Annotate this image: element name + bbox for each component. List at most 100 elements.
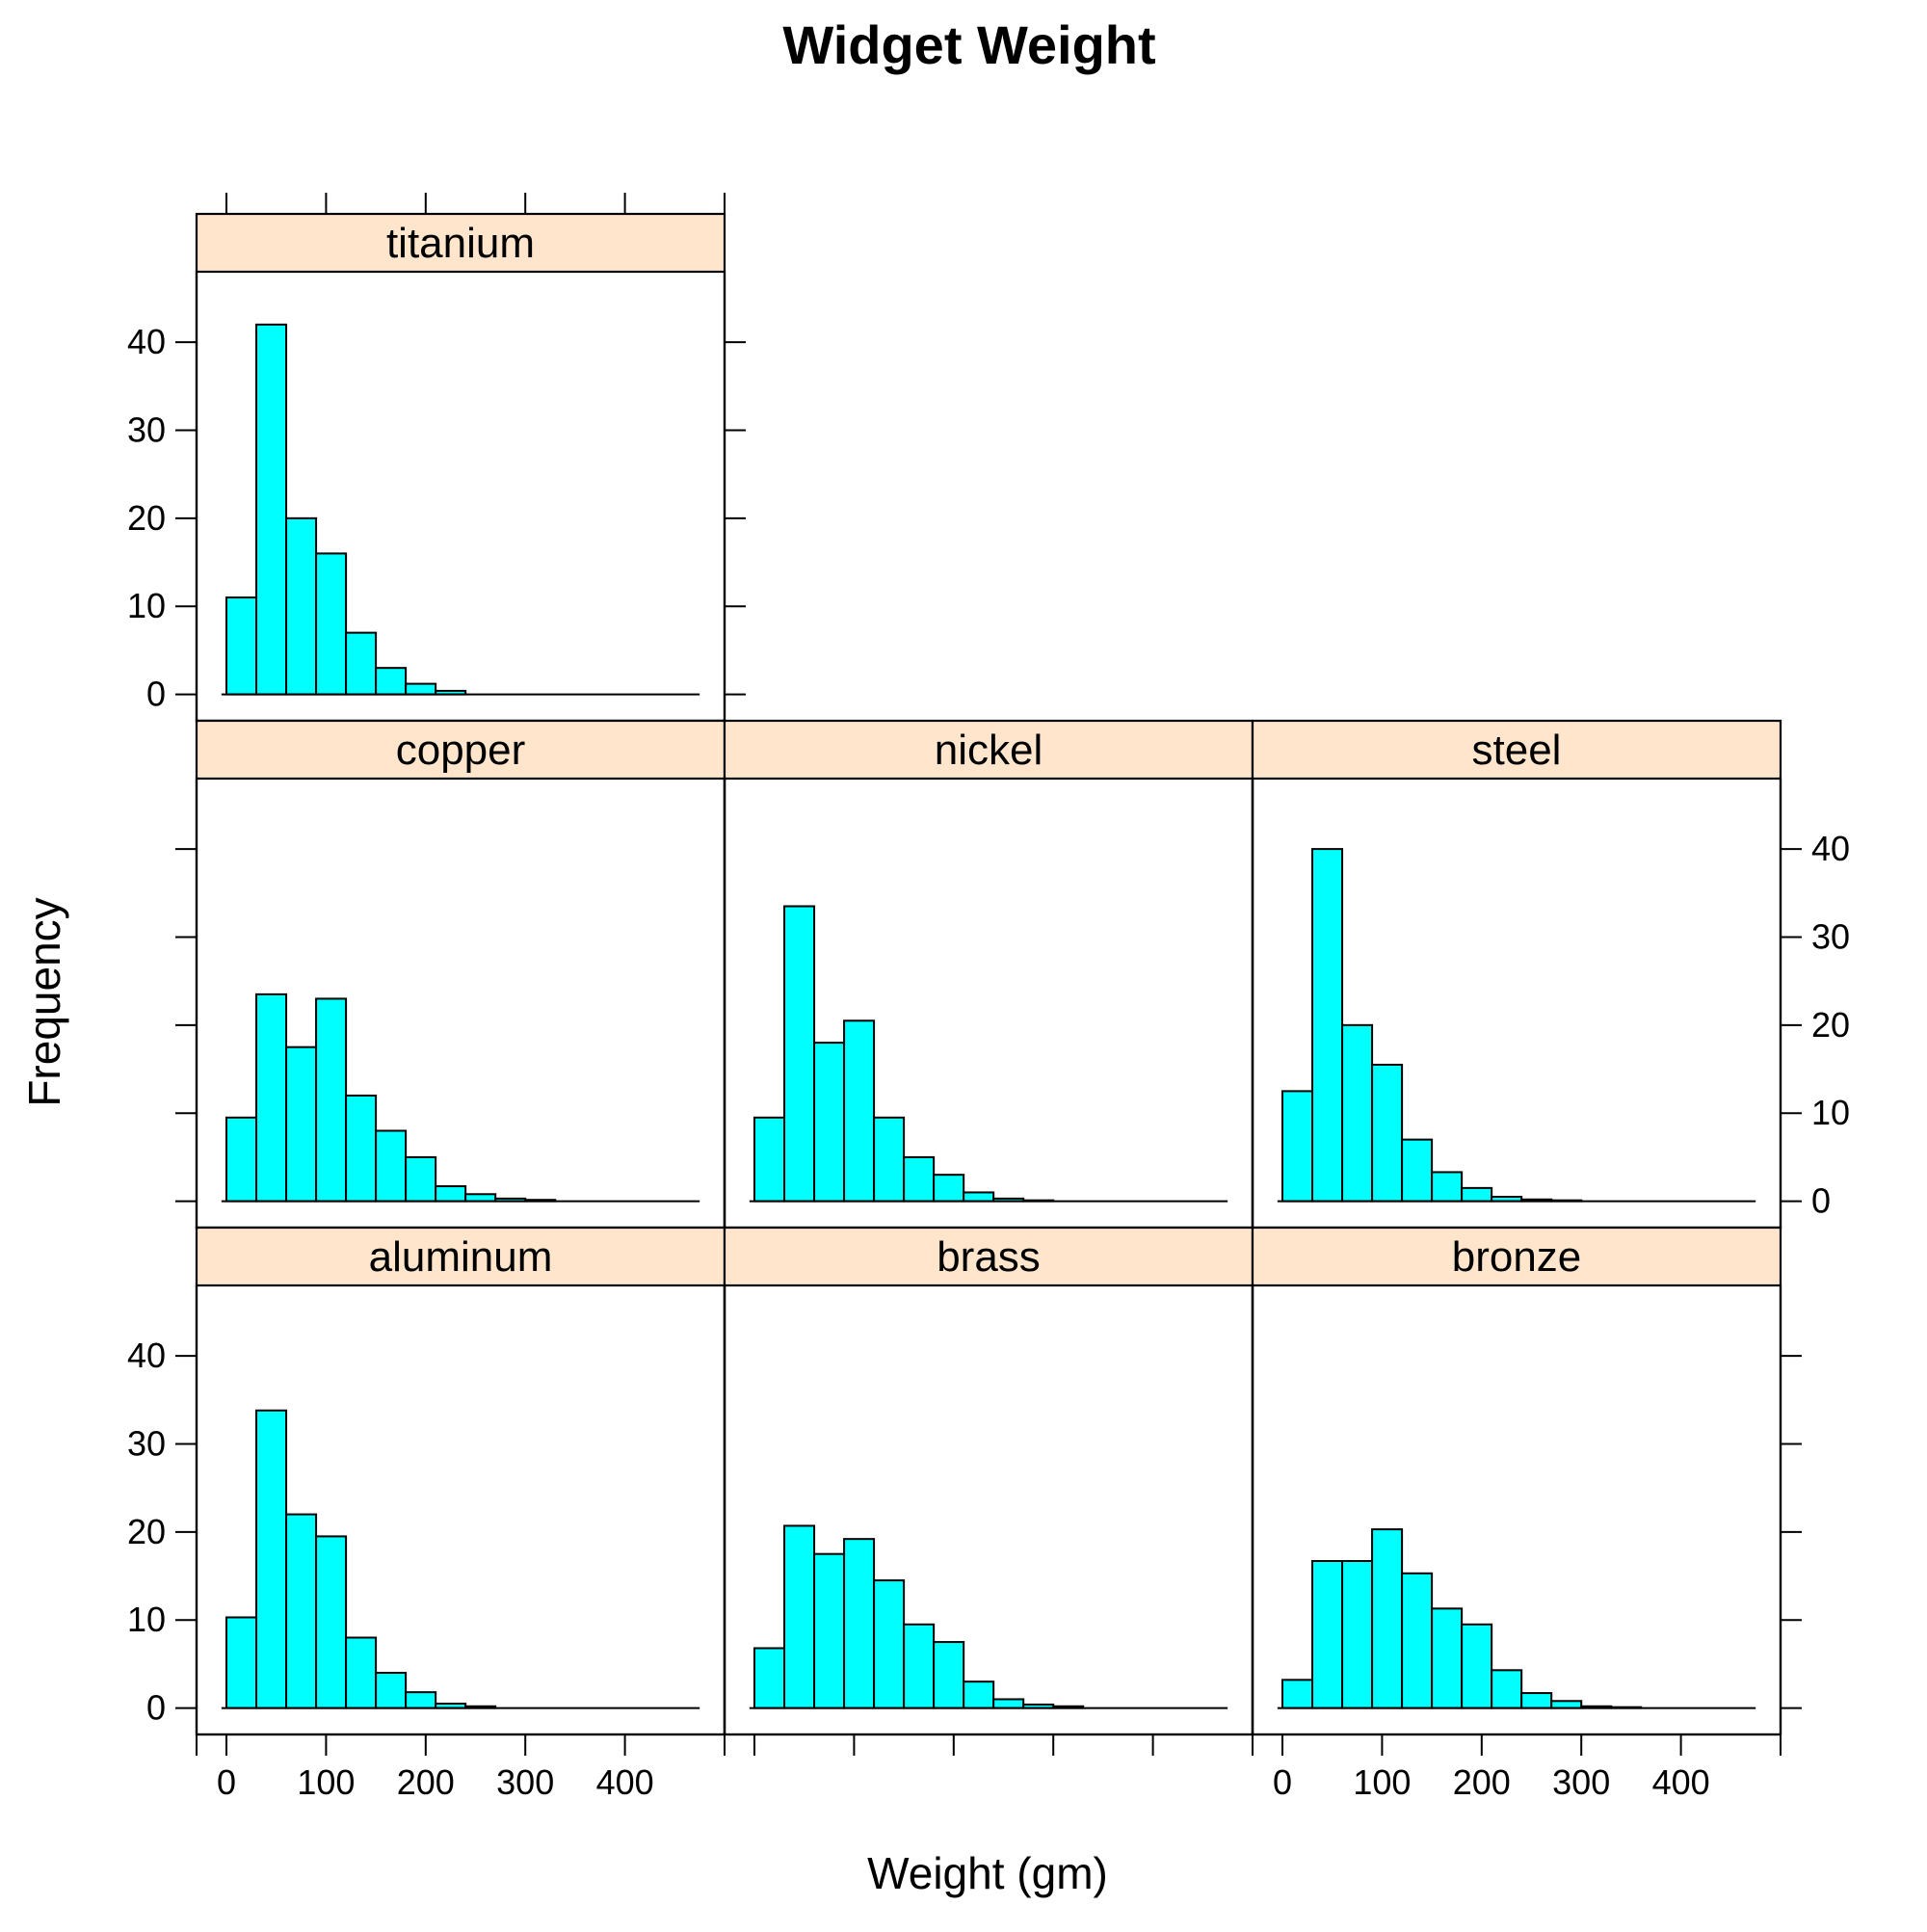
bar-bronze-6	[1461, 1623, 1493, 1709]
x-tick-label-bronze-1: 100	[1353, 1762, 1411, 1802]
y-tick-label-steel-0: 0	[1811, 1181, 1831, 1221]
x-tick-label-aluminum-1: 100	[297, 1762, 355, 1802]
strip-label-copper: copper	[396, 727, 526, 774]
bar-copper-2	[285, 1045, 318, 1203]
bar-steel-5	[1431, 1171, 1464, 1203]
panel-nickel: nickel	[723, 719, 1254, 1230]
strip-label-aluminum: aluminum	[369, 1233, 553, 1281]
panel-border-bronze	[1251, 1226, 1782, 1736]
bar-titanium-6	[405, 682, 437, 696]
strip-bronze	[1252, 1227, 1782, 1286]
bar-brass-3	[843, 1538, 876, 1709]
y-tick-label-aluminum-2: 20	[127, 1512, 166, 1551]
x-tick-label-bronze-2: 200	[1453, 1762, 1511, 1802]
bar-aluminum-0	[225, 1616, 258, 1709]
y-tick-label-aluminum-4: 40	[127, 1336, 166, 1375]
y-tick-label-aluminum-1: 10	[127, 1600, 166, 1639]
bar-copper-1	[255, 992, 288, 1203]
chart-title: Widget Weight	[782, 14, 1155, 75]
bar-copper-0	[225, 1116, 258, 1203]
bar-titanium-3	[315, 552, 348, 696]
y-tick-label-titanium-3: 30	[127, 410, 166, 449]
bar-brass-4	[873, 1579, 906, 1709]
x-tick-label-bronze-3: 300	[1552, 1762, 1610, 1802]
bar-nickel-2	[813, 1042, 846, 1203]
bar-nickel-7	[963, 1191, 995, 1203]
bar-aluminum-3	[315, 1535, 348, 1709]
bar-steel-4	[1401, 1138, 1434, 1203]
bar-nickel-5	[903, 1155, 936, 1203]
strip-titanium	[196, 213, 726, 273]
bar-nickel-1	[783, 905, 816, 1203]
panel-brass: brass	[723, 1226, 1254, 1756]
bar-nickel-6	[933, 1174, 965, 1203]
bar-copper-7	[435, 1185, 467, 1203]
bar-titanium-4	[345, 631, 378, 696]
panel-bronze: bronze 0 100 200 300 400	[1251, 1226, 1802, 1802]
x-tick-label-bronze-0: 0	[1273, 1762, 1292, 1802]
bar-aluminum-6	[405, 1691, 437, 1709]
strip-label-titanium: titanium	[386, 220, 535, 267]
bar-brass-2	[813, 1552, 846, 1709]
bar-bronze-9	[1550, 1700, 1583, 1709]
y-tick-label-titanium-2: 20	[127, 498, 166, 538]
strip-label-bronze: bronze	[1452, 1233, 1582, 1281]
strip-label-nickel: nickel	[935, 727, 1043, 774]
y-tick-label-steel-2: 20	[1811, 1005, 1850, 1045]
bar-bronze-5	[1431, 1607, 1464, 1709]
y-tick-label-titanium-0: 0	[146, 675, 166, 714]
bar-copper-8	[464, 1193, 497, 1203]
bar-copper-4	[345, 1094, 378, 1203]
y-tick-label-steel-3: 30	[1811, 916, 1850, 956]
bar-aluminum-2	[285, 1513, 318, 1709]
bar-aluminum-1	[255, 1409, 288, 1709]
panels-group: titanium 0 10 20 30 40 copper nickel steel 0 10 20 3…	[127, 193, 1850, 1802]
bar-bronze-2	[1341, 1559, 1374, 1709]
y-tick-label-aluminum-0: 0	[146, 1688, 166, 1728]
strip-label-steel: steel	[1472, 727, 1562, 774]
bar-steel-0	[1281, 1090, 1314, 1203]
bar-steel-6	[1461, 1186, 1493, 1203]
bar-nickel-4	[873, 1116, 906, 1203]
bar-brass-1	[783, 1524, 816, 1709]
bar-aluminum-5	[375, 1672, 408, 1709]
bar-titanium-2	[285, 516, 318, 696]
bar-bronze-3	[1371, 1528, 1404, 1709]
x-tick-label-bronze-4: 400	[1652, 1762, 1710, 1802]
y-tick-label-titanium-4: 40	[127, 322, 166, 361]
y-axis-title: Frequency	[19, 897, 69, 1106]
bar-brass-7	[963, 1681, 995, 1709]
x-axis-title: Weight (gm)	[867, 1848, 1108, 1898]
bar-titanium-1	[255, 323, 288, 696]
y-tick-label-aluminum-3: 30	[127, 1423, 166, 1463]
bar-brass-5	[903, 1623, 936, 1709]
x-tick-label-aluminum-2: 200	[397, 1762, 455, 1802]
bar-titanium-5	[375, 667, 408, 696]
bar-brass-0	[753, 1647, 786, 1709]
bar-bronze-7	[1491, 1669, 1523, 1709]
bar-nickel-3	[843, 1019, 876, 1203]
bar-bronze-0	[1281, 1679, 1314, 1709]
bar-brass-8	[992, 1698, 1025, 1709]
bar-steel-3	[1371, 1063, 1404, 1203]
strip-label-brass: brass	[937, 1233, 1041, 1281]
panel-titanium: titanium 0 10 20 30 40	[127, 193, 746, 723]
bar-nickel-0	[753, 1116, 786, 1203]
x-tick-label-aluminum-0: 0	[217, 1762, 236, 1802]
panel-copper: copper	[175, 719, 726, 1230]
bar-bronze-4	[1401, 1572, 1434, 1709]
bar-aluminum-4	[345, 1636, 378, 1709]
bar-copper-6	[405, 1155, 437, 1203]
bar-brass-6	[933, 1641, 965, 1709]
bar-bronze-8	[1520, 1692, 1553, 1709]
panel-steel: steel 0 10 20 30 40	[1251, 719, 1850, 1230]
bar-steel-2	[1341, 1023, 1374, 1203]
bar-copper-3	[315, 997, 348, 1203]
bar-copper-5	[375, 1129, 408, 1203]
y-tick-label-steel-4: 40	[1811, 829, 1850, 868]
x-tick-label-aluminum-3: 300	[496, 1762, 554, 1802]
y-tick-label-steel-1: 10	[1811, 1093, 1850, 1132]
bar-titanium-0	[225, 596, 258, 696]
